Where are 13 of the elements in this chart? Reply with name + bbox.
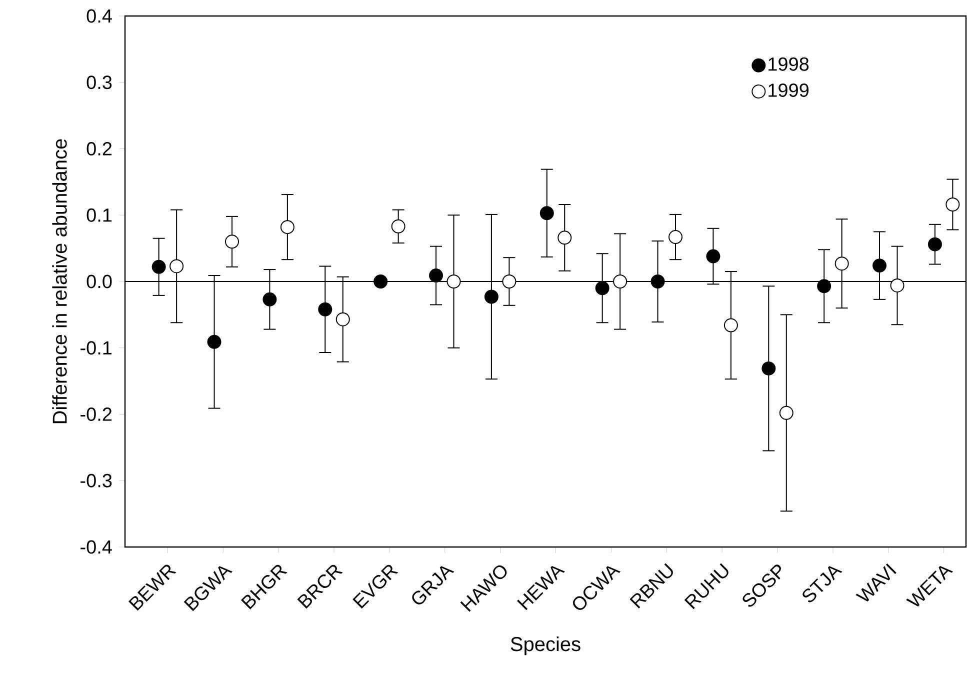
x-axis-title: Species: [510, 636, 580, 656]
y-tick-label: -0.2: [80, 408, 112, 421]
y-tick-label: 0.1: [86, 208, 112, 222]
y-tick-label: -0.4: [80, 540, 112, 554]
y-tick-label: -0.3: [80, 474, 112, 488]
y-tick-label: 0.3: [86, 76, 112, 90]
y-tick-label: -0.1: [80, 341, 112, 355]
legend-label: 1999: [768, 83, 809, 97]
y-tick-label: 0.4: [86, 9, 112, 23]
y-tick-label: 0.2: [86, 142, 112, 156]
legend-label: 1998: [768, 57, 809, 71]
y-axis-title: Difference in relative abundance: [52, 139, 67, 424]
y-tick-label: 0.0: [86, 274, 112, 288]
